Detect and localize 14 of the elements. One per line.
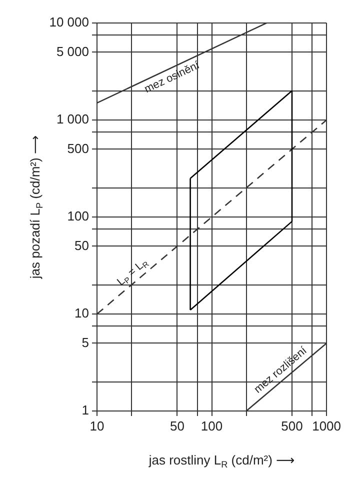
y-tick-label: 5 000 — [56, 44, 89, 59]
y-tick-label: 50 — [74, 238, 89, 253]
y-tick-label: 1 — [82, 402, 89, 418]
x-tick-label: 100 — [200, 418, 223, 434]
y-tick-label: 10 — [74, 306, 89, 321]
x-tick-label: 500 — [281, 418, 303, 434]
y-tick-label: 100 — [67, 208, 89, 224]
y-tick-label: 10 000 — [49, 14, 89, 30]
x-tick-label: 50 — [170, 418, 184, 434]
y-axis-title: jas pozadí LP (cd/m²) ⟶ — [28, 135, 44, 280]
y-tick-label: 5 — [82, 334, 89, 350]
x-tick-label: 1000 — [312, 418, 341, 434]
y-tick-label: 1 000 — [56, 112, 89, 127]
y-tick-label: 500 — [67, 140, 89, 156]
